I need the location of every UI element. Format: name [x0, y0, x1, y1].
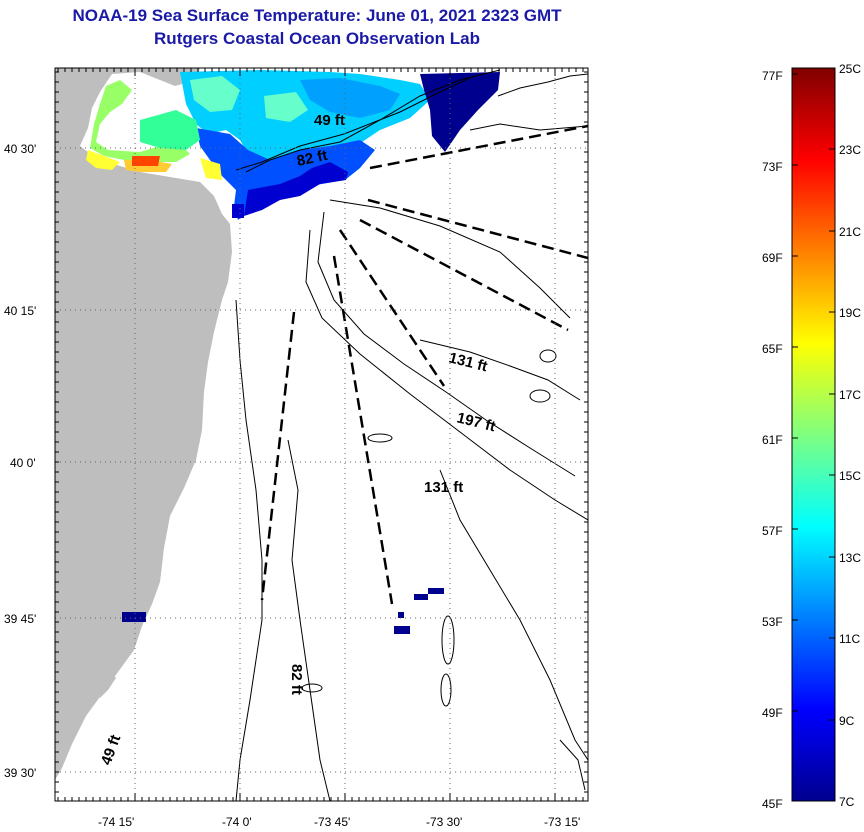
lon-label: -74 0' [222, 815, 252, 829]
contour-label-131ft-b: 131 ft [424, 479, 463, 496]
colorbar-c-label: 25C [839, 62, 861, 76]
land-mass [55, 68, 232, 780]
colorbar-c-label: 13C [839, 551, 861, 565]
lon-label: -73 30' [426, 815, 462, 829]
contour-131ft [305, 229, 588, 521]
contour-82ft-north [235, 77, 471, 171]
contour-49ft [245, 69, 501, 173]
colorbar-f-label: 65F [762, 342, 783, 356]
contour-49ft-south [235, 299, 263, 801]
colorbar-f-label: 57F [762, 524, 783, 538]
contour-131-ne [329, 199, 571, 319]
colorbar-f-label: 61F [762, 433, 783, 447]
lat-label: 40 0' [10, 456, 36, 470]
colorbar-f-label: 53F [762, 615, 783, 629]
map-subtitle: Rutgers Coastal Ocean Observation Lab [154, 29, 480, 48]
dashed-line-sse [338, 229, 446, 387]
sst-pixels [122, 588, 444, 634]
colorbar-c-label: 15C [839, 469, 861, 483]
colorbar-f-label: 49F [762, 706, 783, 720]
contour-ne-inner [469, 123, 588, 131]
map-frame [54, 67, 589, 802]
colorbar-c-label: 9C [839, 714, 855, 728]
lon-label: -73 45' [314, 815, 350, 829]
colorbar [791, 67, 836, 802]
lat-label: 39 30' [4, 766, 36, 780]
contour-ne-coast [497, 73, 588, 97]
colorbar-c-labels: 25C 23C 21C 19C 17C 15C 13C 11C 9C 7C [839, 62, 861, 809]
colorbar-f-label: 77F [762, 69, 783, 83]
graticule [55, 68, 588, 801]
colorbar-c-label: 11C [839, 632, 860, 646]
contour-label-49ft-top: 49 ft [314, 112, 345, 129]
contour-131-shelf [419, 339, 581, 401]
colorbar-c-label: 17C [839, 388, 861, 402]
map-title: NOAA-19 Sea Surface Temperature: June 01… [72, 6, 562, 25]
bathymetry-contours [235, 69, 588, 801]
contour-label-82ft-top: 82 ft [295, 147, 329, 170]
colorbar-c-label: 23C [839, 143, 861, 157]
colorbar-ticks [792, 67, 835, 802]
lat-label: 40 15' [4, 304, 36, 318]
contour-labels: 49 ft 82 ft 131 ft 197 ft 131 ft 82 ft 4… [98, 112, 497, 767]
longitude-labels: -74 15' -74 0' -73 45' -73 30' -73 15' [98, 815, 580, 829]
dashed-line-south [332, 255, 394, 605]
dashed-line-east [367, 198, 588, 260]
contour-shelf-east [439, 469, 588, 761]
colorbar-f-label: 73F [762, 160, 783, 174]
lon-label: -73 15' [544, 815, 580, 829]
contour-197ft [317, 211, 576, 477]
frame-ticks [55, 68, 588, 801]
dashed-line-southeast [359, 218, 569, 332]
dashed-lines [260, 124, 588, 605]
contour-82ft-south [287, 439, 331, 801]
colorbar-f-labels: 77F 73F 69F 65F 61F 57F 53F 49F 45F [762, 69, 783, 811]
lon-label: -74 15' [98, 815, 134, 829]
colorbar-c-label: 7C [839, 795, 855, 809]
colorbar-c-label: 21C [839, 225, 861, 239]
lat-label: 39 45' [4, 612, 36, 626]
dashed-line-southwest [260, 311, 296, 601]
colorbar-f-label: 45F [762, 797, 783, 811]
colorbar-f-label: 69F [762, 251, 783, 265]
dashed-line-ne [369, 124, 588, 170]
barrier-island [98, 672, 116, 698]
latitude-labels: 40 30' 40 15' 40 0' 39 45' 39 30' [4, 142, 36, 780]
colorbar-c-label: 19C [839, 306, 861, 320]
contour-label-82ft-mid: 82 ft [288, 664, 305, 695]
lat-label: 40 30' [4, 142, 36, 156]
